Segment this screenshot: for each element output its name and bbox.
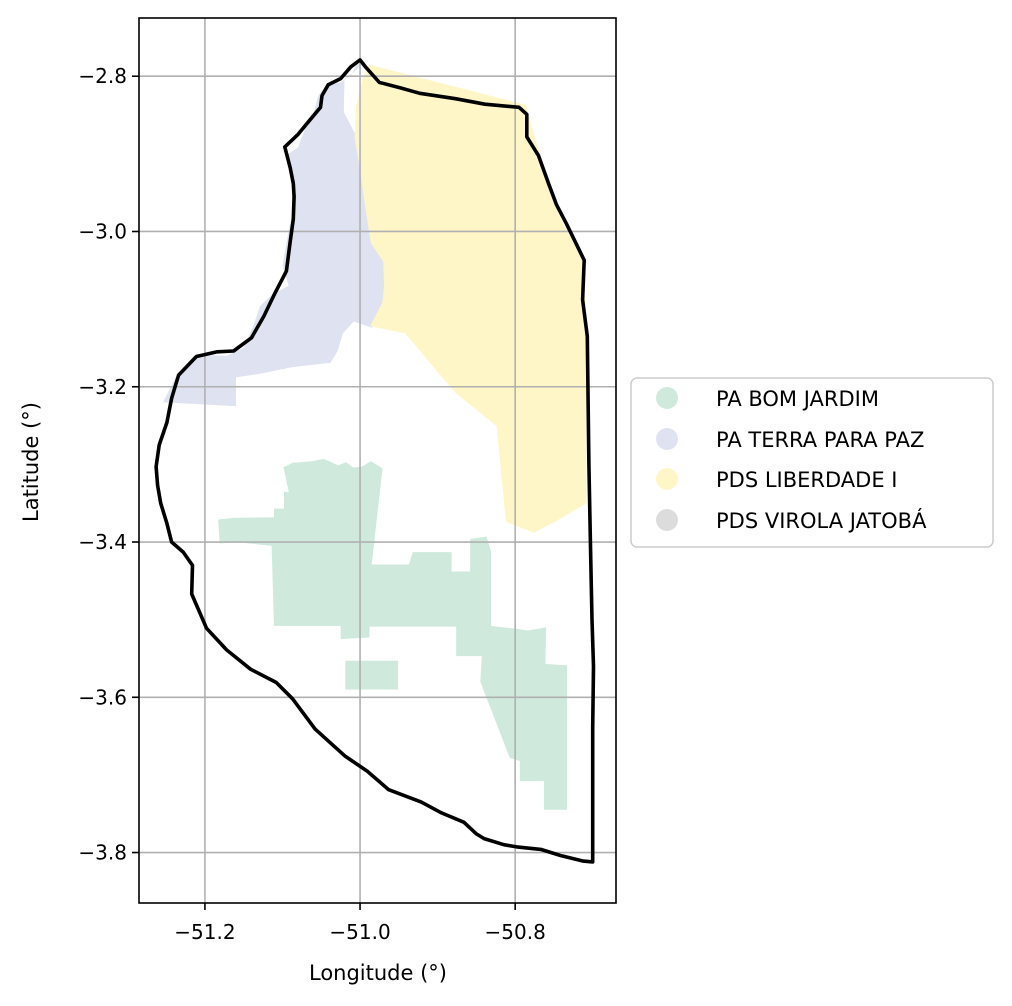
legend-label-pa-terra-para-paz: PA TERRA PARA PAZ [716,428,924,452]
legend-frame [630,377,994,548]
y-tick-label: −3.6 [78,685,127,709]
region-pa-bom-jardim-part-1 [218,458,568,810]
municipality-boundary [154,58,596,864]
x-tick-label: −50.8 [485,920,546,944]
x-tick-label: −51.2 [174,920,235,944]
legend-label-pa-bom-jardim: PA BOM JARDIM [716,387,879,411]
y-tick-label: −3.2 [78,375,127,399]
legend-marker-pds-virola-jatoba [656,509,678,531]
axis-ticks: −51.2 −51.0 −50.8 −2.8 −3.0 −3.2 −3.4 −3.6 −3.8 [78,64,545,944]
map-layer [139,18,616,903]
y-axis-label: Latitude (°) [19,402,43,522]
y-tick-label: −3.4 [78,530,127,554]
y-tick-label: −3.0 [78,219,127,243]
plot-area [138,17,617,904]
x-tick-label: −51.0 [329,920,390,944]
legend-marker-pa-bom-jardim [656,387,678,409]
legend-label-pds-virola-jatoba: PDS VIROLA JATOBÁ [716,508,927,533]
legend-marker-pa-terra-para-paz [656,428,678,450]
region-pa-bom-jardim-part-2 [345,660,399,690]
legend-label-pds-liberdade-i: PDS LIBERDADE I [716,468,897,492]
axes-frame [138,17,617,904]
region-pds-liberdade-i-part-1 [354,64,587,533]
region-pa-terra-para-paz-part-1 [163,61,402,407]
legend: PA BOM JARDIM PA TERRA PARA PAZ PDS LIBE… [630,377,994,548]
x-axis-label: Longitude (°) [309,961,447,985]
y-tick-label: −2.8 [78,64,127,88]
y-tick-label: −3.8 [78,841,127,865]
legend-marker-pds-liberdade-i [656,468,678,490]
